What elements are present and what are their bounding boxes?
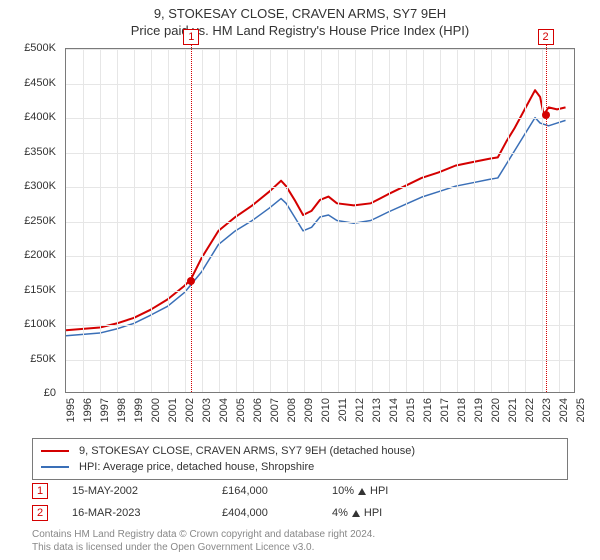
marker-guideline xyxy=(191,39,192,392)
x-tick-label: 2010 xyxy=(320,398,332,422)
transaction-pct: 4% HPI xyxy=(332,507,442,519)
x-tick-label: 2004 xyxy=(218,398,230,422)
marker-badge: 1 xyxy=(183,29,199,45)
y-tick-label: £300K xyxy=(24,180,56,192)
marker-point xyxy=(187,277,195,285)
legend-label-hpi: HPI: Average price, detached house, Shro… xyxy=(79,461,314,473)
x-tick-label: 2024 xyxy=(558,398,570,422)
x-tick-label: 1999 xyxy=(133,398,145,422)
x-tick-label: 2018 xyxy=(456,398,468,422)
x-tick-label: 1997 xyxy=(99,398,111,422)
title-address: 9, STOKESAY CLOSE, CRAVEN ARMS, SY7 9EH xyxy=(0,6,600,21)
x-tick-label: 2017 xyxy=(439,398,451,422)
x-tick-label: 2005 xyxy=(235,398,247,422)
transaction-date: 16-MAR-2023 xyxy=(72,507,222,519)
transaction-badge: 2 xyxy=(32,505,48,521)
x-tick-label: 2019 xyxy=(473,398,485,422)
transactions-table: 1 15-MAY-2002 £164,000 10% HPI 2 16-MAR-… xyxy=(32,482,568,526)
y-tick-label: £150K xyxy=(24,284,56,296)
x-tick-label: 2025 xyxy=(575,398,587,422)
x-tick-label: 2014 xyxy=(388,398,400,422)
x-tick-label: 2016 xyxy=(422,398,434,422)
y-tick-label: £500K xyxy=(24,42,56,54)
title-subtitle: Price paid vs. HM Land Registry's House … xyxy=(0,23,600,38)
footer-line1: Contains HM Land Registry data © Crown c… xyxy=(32,529,568,542)
marker-point xyxy=(542,111,550,119)
legend: 9, STOKESAY CLOSE, CRAVEN ARMS, SY7 9EH … xyxy=(32,438,568,480)
x-tick-label: 2007 xyxy=(269,398,281,422)
plot-frame: 12 xyxy=(65,48,575,393)
y-tick-label: £200K xyxy=(24,249,56,261)
footer-line2: This data is licensed under the Open Gov… xyxy=(32,542,568,555)
legend-row-subject: 9, STOKESAY CLOSE, CRAVEN ARMS, SY7 9EH … xyxy=(41,443,559,459)
y-tick-label: £250K xyxy=(24,215,56,227)
legend-swatch-subject xyxy=(41,450,69,452)
footer-attribution: Contains HM Land Registry data © Crown c… xyxy=(32,529,568,554)
x-tick-label: 2009 xyxy=(303,398,315,422)
x-tick-label: 2002 xyxy=(184,398,196,422)
x-tick-label: 2015 xyxy=(405,398,417,422)
title-block: 9, STOKESAY CLOSE, CRAVEN ARMS, SY7 9EH … xyxy=(0,0,600,38)
y-tick-label: £0 xyxy=(44,387,56,399)
x-tick-label: 2011 xyxy=(337,398,349,422)
x-tick-label: 2013 xyxy=(371,398,383,422)
y-tick-label: £50K xyxy=(30,353,56,365)
x-tick-label: 2020 xyxy=(490,398,502,422)
transaction-pct: 10% HPI xyxy=(332,485,442,497)
chart-container: 9, STOKESAY CLOSE, CRAVEN ARMS, SY7 9EH … xyxy=(0,0,600,560)
x-tick-label: 1996 xyxy=(82,398,94,422)
transaction-price: £404,000 xyxy=(222,507,332,519)
x-tick-label: 2001 xyxy=(167,398,179,422)
x-tick-label: 2008 xyxy=(286,398,298,422)
x-tick-label: 2023 xyxy=(541,398,553,422)
x-tick-label: 1995 xyxy=(65,398,77,422)
x-tick-label: 2021 xyxy=(507,398,519,422)
y-tick-label: £450K xyxy=(24,77,56,89)
marker-guideline xyxy=(546,39,547,392)
x-tick-label: 2012 xyxy=(354,398,366,422)
marker-badge: 2 xyxy=(538,29,554,45)
legend-label-subject: 9, STOKESAY CLOSE, CRAVEN ARMS, SY7 9EH … xyxy=(79,445,415,457)
chart-area: 12 xyxy=(65,48,575,393)
x-tick-label: 2003 xyxy=(201,398,213,422)
x-tick-label: 2022 xyxy=(524,398,536,422)
transaction-price: £164,000 xyxy=(222,485,332,497)
x-tick-label: 1998 xyxy=(116,398,128,422)
y-tick-label: £350K xyxy=(24,146,56,158)
chart-svg xyxy=(66,49,574,392)
y-tick-label: £100K xyxy=(24,318,56,330)
x-axis-labels: 1995 1996 1997 1998 1999 2000 2001 2002 2003 2004… xyxy=(65,398,575,438)
arrow-up-icon xyxy=(358,488,366,495)
y-tick-label: £400K xyxy=(24,111,56,123)
y-axis-labels: £0£50K£100K£150K£200K£250K£300K£350K£400… xyxy=(0,48,60,393)
x-tick-label: 2000 xyxy=(150,398,162,422)
legend-row-hpi: HPI: Average price, detached house, Shro… xyxy=(41,459,559,475)
x-tick-label: 2006 xyxy=(252,398,264,422)
table-row: 1 15-MAY-2002 £164,000 10% HPI xyxy=(32,482,568,500)
transaction-date: 15-MAY-2002 xyxy=(72,485,222,497)
transaction-badge: 1 xyxy=(32,483,48,499)
arrow-up-icon xyxy=(352,510,360,517)
table-row: 2 16-MAR-2023 £404,000 4% HPI xyxy=(32,504,568,522)
legend-swatch-hpi xyxy=(41,466,69,468)
